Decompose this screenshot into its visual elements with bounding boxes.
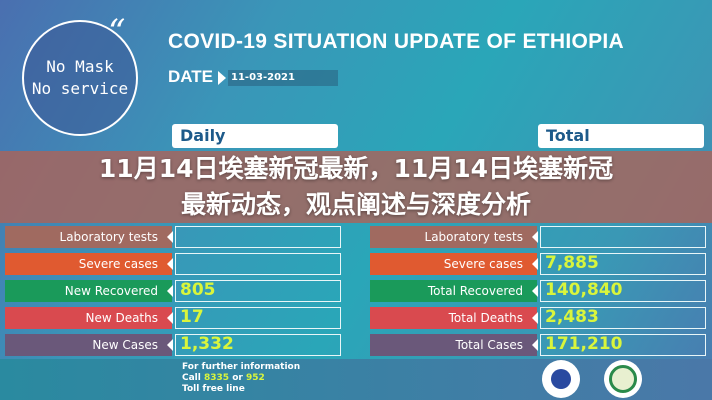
hotline-2: 952 bbox=[245, 373, 265, 383]
info-line1: For further information bbox=[182, 362, 301, 372]
badge-line1: No Mask bbox=[46, 57, 114, 76]
daily-row-label: New Deaths bbox=[5, 307, 173, 329]
total-row-value: 140,840 bbox=[540, 280, 706, 302]
footer-bar bbox=[0, 359, 712, 400]
institute-logo bbox=[604, 360, 642, 398]
total-row-value: 171,210 bbox=[540, 334, 706, 356]
hotline-1: 8335 bbox=[204, 373, 230, 383]
call-text: Call bbox=[182, 373, 201, 383]
daily-row-value: 17 bbox=[175, 307, 341, 329]
daily-row-value bbox=[175, 253, 341, 275]
badge-line2: No service bbox=[31, 79, 129, 98]
headline-line2: 最新动态，观点阐述与深度分析 bbox=[180, 190, 531, 219]
total-row-label: Total Recovered bbox=[370, 280, 538, 302]
date-label: DATE bbox=[168, 67, 214, 86]
daily-row-label: Severe cases bbox=[5, 253, 173, 275]
total-row-label: Total Cases bbox=[370, 334, 538, 356]
or-text: or bbox=[232, 373, 243, 383]
headline: 11月14日埃塞新冠最新，11月14日埃塞新冠 最新动态，观点阐述与深度分析 bbox=[0, 151, 712, 223]
headline-overlay bbox=[0, 151, 712, 223]
total-row-value: 2,483 bbox=[540, 307, 706, 329]
daily-row-value: 805 bbox=[175, 280, 341, 302]
daily-row-label: New Recovered bbox=[5, 280, 173, 302]
total-row-value: 7,885 bbox=[540, 253, 706, 275]
arrow-icon bbox=[218, 71, 226, 85]
total-row-label: Severe cases bbox=[370, 253, 538, 275]
date-value: 11-03-2021 bbox=[228, 70, 338, 86]
no-mask-badge: No Mask No service bbox=[22, 20, 138, 136]
headline-line1: 11月14日埃塞新冠最新，11月14日埃塞新冠 bbox=[98, 154, 614, 183]
daily-row-label: Laboratory tests bbox=[5, 226, 173, 248]
info-line3: Toll free line bbox=[182, 384, 245, 394]
contact-info: For further information Call 8335 or 952… bbox=[182, 362, 300, 395]
daily-row-value: 1,332 bbox=[175, 334, 341, 356]
total-row-label: Laboratory tests bbox=[370, 226, 538, 248]
total-row-label: Total Deaths bbox=[370, 307, 538, 329]
total-row-value bbox=[540, 226, 706, 248]
daily-header: Daily bbox=[172, 124, 338, 148]
page-title: COVID-19 SITUATION UPDATE OF ETHIOPIA bbox=[168, 30, 625, 53]
quote-icon: “ bbox=[108, 12, 126, 52]
daily-row-value bbox=[175, 226, 341, 248]
ministry-logo bbox=[542, 360, 580, 398]
total-header: Total bbox=[538, 124, 704, 148]
daily-row-label: New Cases bbox=[5, 334, 173, 356]
